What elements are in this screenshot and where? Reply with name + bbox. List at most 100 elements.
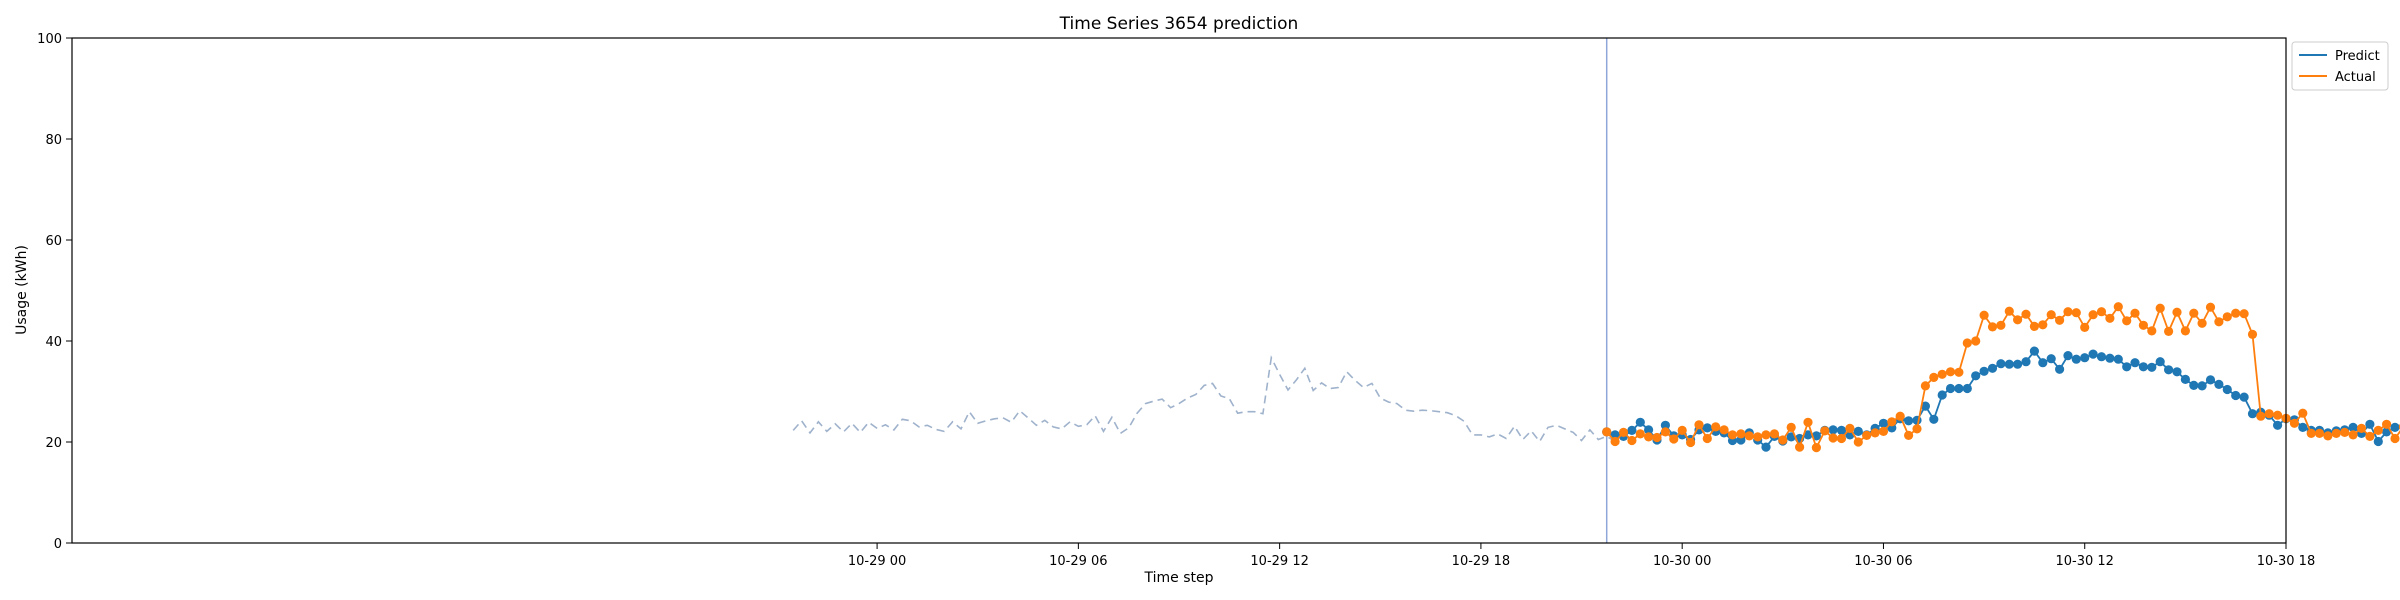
actual-point xyxy=(2306,428,2316,438)
actual-point xyxy=(1996,320,2006,330)
actual-point xyxy=(1778,435,1788,445)
actual-point xyxy=(1954,367,1964,377)
y-tick-label: 20 xyxy=(45,436,62,451)
predict-point xyxy=(1954,383,1964,394)
predict-point xyxy=(1937,390,1947,400)
actual-point xyxy=(1795,442,1805,452)
x-tick-label: 10-30 12 xyxy=(2056,554,2114,569)
actual-point xyxy=(1945,367,1956,377)
actual-point xyxy=(1862,430,1872,440)
actual-point xyxy=(2390,433,2400,444)
actual-point xyxy=(1870,428,1880,438)
chart-title: Time Series 3654 prediction xyxy=(1059,14,1299,34)
plot-area xyxy=(792,38,2400,543)
actual-point xyxy=(1971,336,1981,346)
actual-point xyxy=(2071,308,2081,318)
actual-point xyxy=(1937,369,1947,379)
actual-point xyxy=(2323,431,2333,441)
predict-point xyxy=(1644,425,1654,435)
actual-point xyxy=(1669,434,1679,444)
predict-point xyxy=(2013,359,2023,369)
predict-point xyxy=(2046,354,2056,364)
actual-point xyxy=(1602,427,1612,437)
legend: Predict Actual xyxy=(2291,41,2389,91)
predict-point xyxy=(1878,418,1889,428)
x-axis-label: Time step xyxy=(1144,570,1214,586)
actual-point xyxy=(1904,430,1914,440)
predict-point xyxy=(2348,422,2358,432)
actual-point xyxy=(1702,433,1712,444)
predict-point xyxy=(2390,422,2400,432)
actual-point xyxy=(2172,307,2182,317)
actual-point xyxy=(2021,309,2031,319)
actual-point xyxy=(1711,422,1721,432)
actual-point xyxy=(1694,420,1704,430)
actual-point xyxy=(2205,302,2216,312)
x-tick-label: 10-29 00 xyxy=(848,554,906,569)
actual-point xyxy=(2289,418,2299,428)
actual-point xyxy=(2365,431,2375,441)
actual-point xyxy=(2046,310,2056,320)
actual-point xyxy=(2147,326,2157,336)
predict-point xyxy=(2021,357,2031,367)
predict-point xyxy=(2130,358,2140,368)
actual-point xyxy=(2155,303,2165,313)
actual-point xyxy=(2122,316,2132,326)
actual-point xyxy=(1727,430,1738,440)
y-tick-label: 60 xyxy=(45,234,62,249)
actual-point xyxy=(2189,308,2199,318)
actual-point xyxy=(2096,307,2107,317)
actual-point xyxy=(1828,433,1838,443)
y-tick-label: 0 xyxy=(54,537,62,552)
x-tick-label: 10-30 06 xyxy=(1854,554,1912,569)
actual-point xyxy=(1878,426,1889,436)
actual-point xyxy=(2113,302,2123,312)
actual-point xyxy=(2197,318,2207,328)
x-tick-label: 10-29 12 xyxy=(1250,554,1308,569)
actual-point xyxy=(1652,432,1662,443)
actual-point xyxy=(1719,425,1729,435)
x-axis: 10-29 00 10-29 06 10-29 12 10-29 18 10-30 00… xyxy=(848,543,2315,569)
actual-point xyxy=(1736,429,1746,439)
predict-point xyxy=(1836,425,1847,435)
actual-point xyxy=(2080,322,2090,332)
actual-point xyxy=(1686,437,1696,448)
predict-point xyxy=(1920,401,1930,411)
predict-point xyxy=(1971,371,1981,381)
predict-point xyxy=(2247,409,2258,419)
predict-point xyxy=(1962,383,1972,394)
y-tick-label: 80 xyxy=(45,133,62,148)
actual-point xyxy=(1987,322,1998,332)
actual-point xyxy=(2298,408,2308,418)
predict-point xyxy=(1996,359,2006,369)
y-tick-label: 40 xyxy=(45,335,62,350)
predict-point xyxy=(2298,422,2308,432)
predict-point xyxy=(2071,354,2081,364)
actual-point xyxy=(2063,307,2073,317)
predict-point xyxy=(2155,357,2165,367)
actual-point xyxy=(2256,411,2266,421)
predict-point xyxy=(2222,384,2232,395)
predict-point xyxy=(2138,362,2148,372)
predict-point xyxy=(2063,351,2073,361)
actual-point xyxy=(1627,435,1637,446)
actual-point xyxy=(2038,320,2048,330)
x-tick-label: 10-29 06 xyxy=(1049,554,1107,569)
predict-point xyxy=(2147,362,2157,372)
predict-point xyxy=(1635,417,1645,427)
predict-point xyxy=(2038,358,2048,368)
legend-actual-label: Actual xyxy=(2335,70,2376,85)
predict-point xyxy=(2055,364,2065,374)
predict-point xyxy=(1904,416,1914,426)
actual-point xyxy=(1845,423,1855,433)
actual-point xyxy=(1895,411,1905,421)
x-tick-label: 10-29 18 xyxy=(1452,554,1510,569)
actual-point xyxy=(2348,430,2358,440)
predict-point xyxy=(1803,430,1813,440)
predict-point xyxy=(1945,383,1956,394)
predict-point xyxy=(1979,366,1989,376)
predict-point xyxy=(2004,359,2014,369)
y-axis: 0 20 40 60 80 100 xyxy=(37,32,72,552)
predict-point xyxy=(2088,349,2098,359)
